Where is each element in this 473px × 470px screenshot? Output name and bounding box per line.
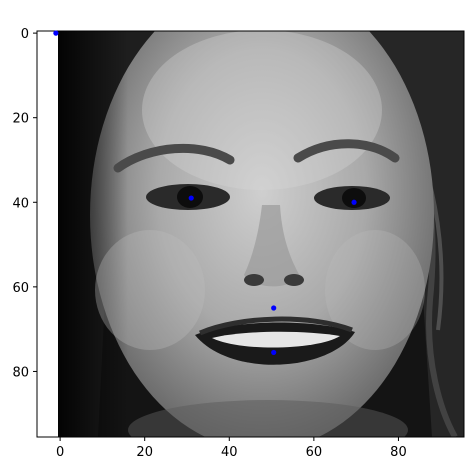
keypoint-marker [188,195,194,201]
keypoint-marker [53,30,59,36]
y-axis: 0 20 40 60 80 [12,27,37,380]
x-tick-label: 20 [136,445,153,460]
x-tick-label: 0 [56,445,64,460]
y-tick-label: 40 [12,196,29,211]
keypoint-marker [351,199,357,205]
y-tick-label: 20 [12,112,29,127]
face-image [58,31,464,437]
x-axis: 0 20 40 60 80 [56,437,407,460]
y-tick-label: 80 [12,365,29,380]
axes-frame [36,30,465,438]
y-tick-label: 60 [12,281,29,296]
keypoint-series [53,30,357,356]
keypoint-marker [271,349,277,356]
x-tick-label: 80 [390,445,407,460]
x-tick-label: 40 [221,445,238,460]
keypoint-marker [271,305,277,311]
y-tick-label: 0 [21,27,29,42]
x-tick-label: 60 [306,445,323,460]
